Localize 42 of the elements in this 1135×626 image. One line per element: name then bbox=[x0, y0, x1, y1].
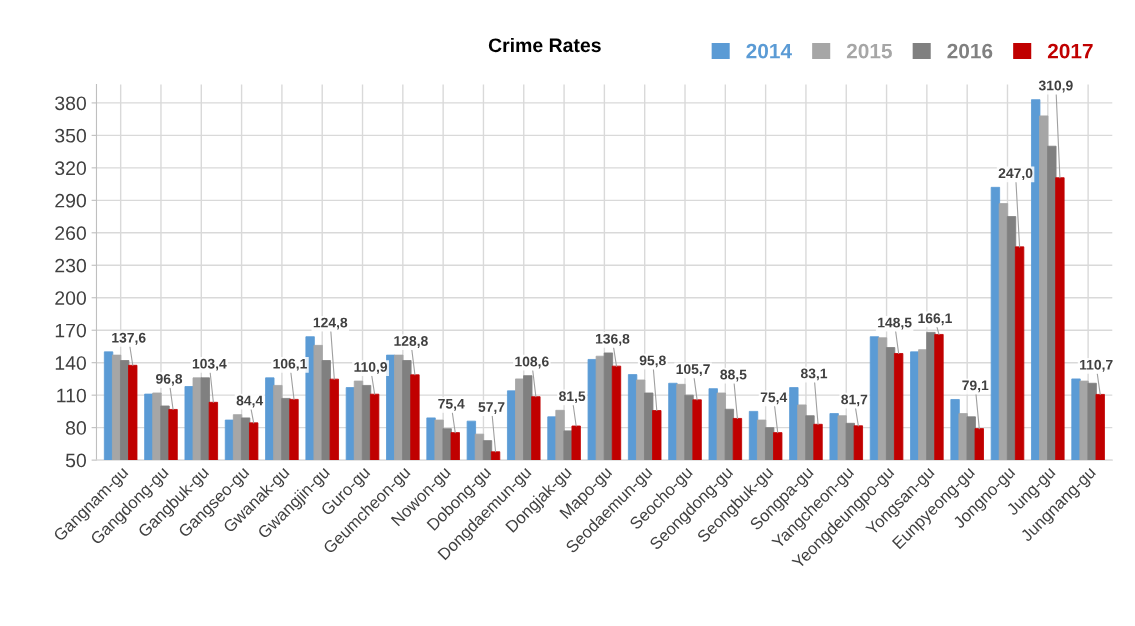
data-label: 81,7 bbox=[841, 394, 868, 407]
legend-label: 2014 bbox=[746, 43, 792, 59]
data-label: 81,5 bbox=[559, 391, 586, 404]
y-tick-label: 380 bbox=[55, 96, 86, 111]
y-tick-label: 80 bbox=[65, 421, 86, 435]
data-label: 148,5 bbox=[878, 317, 912, 330]
data-label: 106,1 bbox=[273, 358, 307, 371]
y-tick-label: 230 bbox=[55, 258, 86, 273]
data-label: 110,9 bbox=[354, 362, 388, 374]
y-tick-label: 350 bbox=[55, 128, 86, 143]
data-label: 57,7 bbox=[478, 402, 505, 414]
data-label: 95,8 bbox=[639, 355, 666, 368]
y-tick-label: 200 bbox=[55, 291, 86, 305]
legend-label: 2016 bbox=[947, 43, 993, 59]
legend-label: 2015 bbox=[846, 43, 892, 59]
data-label: 103,4 bbox=[192, 358, 227, 371]
y-tick-label: 50 bbox=[65, 453, 86, 468]
data-label: 128,8 bbox=[394, 336, 428, 348]
y-tick-label: 260 bbox=[55, 226, 86, 241]
data-label: 96,8 bbox=[156, 373, 183, 386]
data-label: 136,8 bbox=[595, 333, 630, 346]
data-label: 310,9 bbox=[1038, 80, 1073, 93]
data-label: 83,1 bbox=[800, 368, 828, 381]
data-label: 166,1 bbox=[918, 313, 952, 326]
y-tick-label: 170 bbox=[55, 323, 86, 338]
data-label: 110,7 bbox=[1080, 359, 1113, 372]
y-tick-label: 110 bbox=[57, 388, 86, 403]
data-label: 88,5 bbox=[720, 369, 747, 382]
data-label: 84,4 bbox=[236, 395, 264, 408]
data-label: 137,6 bbox=[112, 332, 146, 345]
chart-title: Crime Rates bbox=[488, 37, 601, 53]
y-tick-label: 320 bbox=[55, 161, 86, 176]
data-label: 79,1 bbox=[962, 380, 989, 393]
data-label: 247,0 bbox=[998, 168, 1033, 181]
data-label: 75,4 bbox=[760, 392, 788, 405]
data-label: 75,4 bbox=[438, 398, 465, 411]
data-label: 124,8 bbox=[313, 317, 348, 330]
legend-label: 2017 bbox=[1047, 43, 1093, 59]
data-label: 105,7 bbox=[676, 364, 710, 377]
data-label: 108,6 bbox=[515, 356, 549, 369]
y-tick-label: 290 bbox=[55, 193, 86, 208]
y-tick-label: 140 bbox=[55, 356, 86, 370]
